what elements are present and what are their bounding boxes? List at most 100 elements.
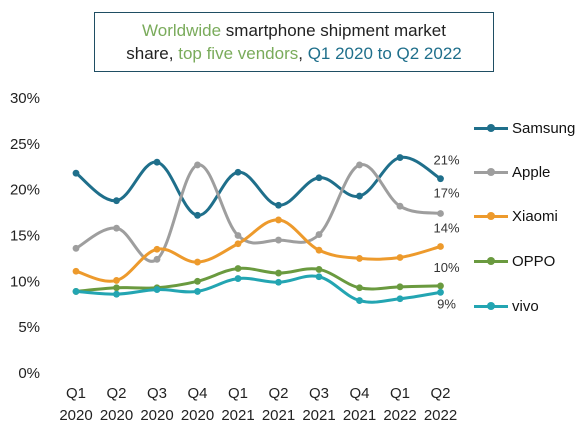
- data-point-xiaomi: [315, 246, 323, 254]
- data-point-vivo: [234, 275, 242, 282]
- legend-item-vivo[interactable]: vivo: [474, 296, 587, 316]
- series-lines: [74, 155, 442, 304]
- x-tick-label: 2021: [302, 407, 335, 424]
- legend-item-samsung[interactable]: Samsung: [474, 118, 587, 138]
- legend-label-vivo: vivo: [512, 297, 539, 315]
- y-tick-label: 15%: [10, 228, 40, 245]
- data-point-vivo: [153, 286, 161, 293]
- end-labels: 21% 17% 14% 10% 9%: [433, 153, 459, 312]
- data-point-oppo: [234, 265, 242, 272]
- y-tick-label: 5%: [18, 319, 40, 336]
- data-point-xiaomi: [275, 216, 282, 224]
- x-tick-label: 2021: [221, 407, 254, 424]
- title-part: ,: [298, 44, 308, 63]
- data-point-vivo: [396, 295, 404, 303]
- x-tick-label: Q2: [268, 385, 288, 402]
- legend-item-xiaomi[interactable]: Xiaomi: [474, 206, 587, 226]
- data-point-samsung: [315, 174, 323, 182]
- legend-line-samsung: [474, 123, 508, 132]
- data-point-xiaomi: [396, 254, 404, 261]
- x-axis-ticks: Q1 2020 Q2 2020 Q3 2020 Q4 2020 Q1 2021 Q2 2021 Q3 20…: [59, 385, 457, 424]
- data-point-apple: [234, 232, 242, 239]
- data-point-apple: [113, 224, 120, 232]
- legend-item-apple[interactable]: Apple: [474, 162, 587, 182]
- data-point-oppo: [113, 284, 120, 292]
- title-part: share,: [126, 44, 179, 63]
- y-tick-label: 25%: [10, 136, 40, 153]
- data-point-vivo: [356, 297, 363, 304]
- data-point-samsung: [72, 169, 80, 177]
- x-tick-label: 2020: [59, 407, 92, 424]
- x-tick-label: Q1: [390, 385, 410, 402]
- series-line-vivo: [74, 274, 442, 304]
- data-point-xiaomi: [113, 277, 120, 284]
- data-point-samsung: [437, 175, 444, 183]
- data-point-vivo: [113, 290, 120, 298]
- series-line-samsung: [74, 155, 442, 217]
- legend-label-apple: Apple: [512, 163, 551, 181]
- data-point-apple: [315, 231, 323, 238]
- legend-line-oppo: [474, 256, 508, 265]
- y-tick-label: 10%: [10, 273, 40, 290]
- data-point-xiaomi: [356, 255, 363, 262]
- x-tick-label: 2021: [343, 407, 376, 424]
- title-part: top five vendors: [178, 44, 299, 63]
- title-part: Q1 2020 to Q2 2022: [307, 44, 462, 63]
- data-point-vivo: [315, 273, 323, 281]
- title-part: Worldwide: [142, 21, 222, 40]
- chart-title-line-1: Worldwide smartphone shipment market: [142, 19, 446, 42]
- end-label-vivo: 9%: [437, 296, 456, 311]
- x-tick-label: Q4: [187, 385, 207, 402]
- series-line-xiaomi: [74, 218, 442, 283]
- data-point-vivo: [72, 288, 80, 295]
- data-point-oppo: [437, 282, 444, 290]
- data-point-apple: [72, 244, 80, 252]
- data-point-xiaomi: [153, 245, 161, 253]
- data-point-samsung: [275, 201, 282, 209]
- x-tick-label: Q1: [228, 385, 248, 402]
- y-tick-label: 30%: [10, 90, 40, 107]
- x-tick-label: 2020: [100, 407, 133, 424]
- data-point-xiaomi: [194, 258, 201, 266]
- data-point-oppo: [315, 266, 323, 273]
- data-point-apple: [396, 202, 404, 210]
- x-tick-label: 2020: [140, 407, 173, 424]
- series-points: [72, 154, 444, 304]
- series-line-oppo: [74, 266, 442, 293]
- data-point-vivo: [194, 288, 201, 295]
- legend-label-oppo: OPPO: [512, 252, 556, 270]
- data-point-vivo: [275, 278, 282, 286]
- data-point-samsung: [356, 192, 363, 200]
- data-point-oppo: [356, 284, 363, 292]
- legend-label-xiaomi: Xiaomi: [512, 207, 558, 225]
- data-point-xiaomi: [72, 267, 80, 275]
- x-tick-label: 2022: [383, 407, 416, 424]
- data-point-samsung: [113, 197, 120, 205]
- x-tick-label: Q2: [106, 385, 126, 402]
- data-point-apple: [437, 210, 444, 217]
- y-axis-ticks: 0% 5% 10% 15% 20% 25% 30%: [10, 90, 40, 382]
- data-point-vivo: [437, 288, 444, 296]
- legend-line-xiaomi: [474, 211, 508, 220]
- data-point-apple: [153, 255, 161, 263]
- data-point-oppo: [194, 277, 201, 285]
- y-tick-label: 20%: [10, 182, 40, 199]
- x-tick-label: 2020: [181, 407, 214, 424]
- legend-line-vivo: [474, 301, 508, 310]
- x-tick-label: Q3: [147, 385, 167, 402]
- data-point-samsung: [153, 158, 161, 166]
- chart-title-line-2: share, top five vendors, Q1 2020 to Q2 2…: [126, 42, 462, 65]
- x-tick-label: Q4: [349, 385, 369, 402]
- data-point-samsung: [194, 211, 201, 219]
- data-point-apple: [356, 161, 363, 169]
- x-tick-label: Q1: [66, 385, 86, 402]
- data-point-oppo: [396, 283, 404, 291]
- data-point-xiaomi: [437, 243, 444, 250]
- legend-line-apple: [474, 167, 508, 176]
- legend-item-oppo[interactable]: OPPO: [474, 251, 587, 271]
- x-tick-label: 2021: [262, 407, 295, 424]
- x-tick-label: Q3: [309, 385, 329, 402]
- legend-label-samsung: Samsung: [512, 119, 576, 137]
- x-tick-label: 2022: [424, 407, 457, 424]
